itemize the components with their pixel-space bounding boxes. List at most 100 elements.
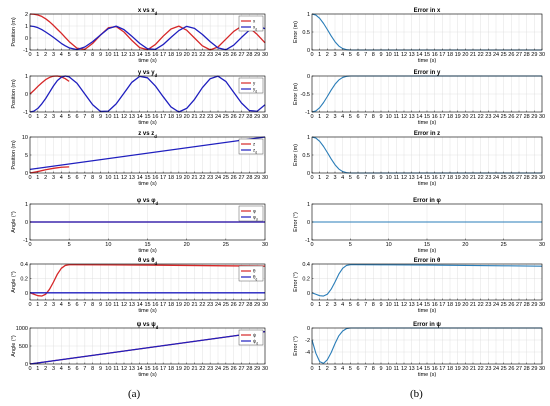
y-tick-label: -1 [305,238,310,244]
x-axis-label: time (s) [138,248,157,254]
x-tick-label: 3 [52,302,55,308]
x-tick-label: 24 [215,52,221,58]
x-tick-label: 8 [372,114,375,120]
chart-title: y vs yd [138,70,158,78]
x-tick-label: 1 [36,175,39,181]
legend-box [238,265,264,282]
x-tick-label: 25 [501,175,507,181]
x-tick-label: 20 [184,52,190,58]
x-tick-label: 27 [238,52,244,58]
x-tick-label: 20 [184,302,190,308]
x-tick-label: 24 [215,366,221,372]
x-tick-label: 14 [416,114,422,120]
y-tick-label: 10 [22,135,28,141]
x-tick-label: 13 [129,175,135,181]
x-tick-label: 15 [424,52,430,58]
x-axis-label: time (s) [418,181,437,187]
x-tick-label: 14 [416,175,422,181]
x-tick-label: 23 [207,175,213,181]
x-tick-label: 12 [401,175,407,181]
x-tick-label: 29 [254,52,260,58]
x-tick-label: 11 [113,114,119,120]
legend-box [238,329,264,346]
y-axis-label: Position (m) [11,79,17,109]
x-tick-label: 5 [349,52,352,58]
x-tick-label: 22 [199,114,205,120]
x-tick-label: 7 [83,52,86,58]
x-tick-label: 9 [379,175,382,181]
x-tick-label: 5 [68,175,71,181]
x-tick-label: 22 [199,175,205,181]
y-axis-label: Angle (°) [11,335,17,357]
x-tick-label: 25 [501,366,507,372]
x-tick-label: 30 [539,366,545,372]
chart-title: z vs zd [138,131,157,139]
x-tick-label: 18 [168,175,174,181]
x-tick-label: 16 [152,114,158,120]
y-tick-label: 0.5 [302,153,310,159]
x-tick-label: 20 [184,242,190,248]
x-tick-label: 21 [470,302,476,308]
y-tick-label: 0.4 [20,262,28,268]
x-tick-label: 17 [439,302,445,308]
x-tick-label: 8 [372,52,375,58]
x-tick-label: 7 [364,366,367,372]
x-tick-label: 9 [379,366,382,372]
x-tick-label: 11 [113,52,119,58]
x-tick-label: 27 [238,302,244,308]
x-tick-label: 27 [516,52,522,58]
x-tick-label: 21 [470,366,476,372]
x-tick-label: 23 [207,52,213,58]
x-tick-label: 8 [372,302,375,308]
x-tick-label: 17 [160,175,166,181]
y-tick-label: 0.2 [302,276,310,282]
x-tick-label: 30 [539,302,545,308]
series-line-error [311,264,543,297]
y-tick-label: 1 [25,24,28,30]
x-tick-label: 4 [341,175,344,181]
chart-title: Error in y [414,70,441,76]
x-tick-label: 16 [152,366,158,372]
x-tick-label: 8 [91,302,94,308]
x-tick-label: 8 [91,175,94,181]
legend-label: y [253,81,256,86]
chart-panel-8: 0 1 2 3 4 5 6 7 8 9 10 11 12 13 14 15 16 17 18 19 20 21 22 23 24… [293,70,545,126]
x-tick-label: 15 [424,175,430,181]
x-tick-label: 24 [493,175,499,181]
x-tick-label: 20 [184,114,190,120]
x-tick-label: 4 [60,114,63,120]
x-tick-label: 20 [462,175,468,181]
x-tick-label: 3 [52,366,55,372]
x-tick-label: 1 [318,175,321,181]
x-tick-label: 16 [432,366,438,372]
x-tick-label: 25 [501,114,507,120]
x-tick-label: 22 [199,366,205,372]
x-tick-label: 3 [333,52,336,58]
x-tick-label: 6 [75,52,78,58]
legend-box [238,15,264,32]
x-tick-label: 8 [91,114,94,120]
x-tick-label: 1 [318,302,321,308]
x-tick-label: 28 [246,114,252,120]
y-axis-label: Angle (°) [11,211,17,233]
x-tick-label: 10 [386,114,392,120]
x-tick-label: 2 [326,302,329,308]
x-tick-label: 10 [386,175,392,181]
x-tick-label: 9 [99,52,102,58]
x-tick-label: 18 [168,366,174,372]
x-tick-label: 5 [349,302,352,308]
x-tick-label: 16 [152,175,158,181]
x-tick-label: 20 [462,302,468,308]
y-axis-label: Error (°) [293,212,299,232]
x-tick-label: 15 [424,366,430,372]
series-line-error [311,327,542,364]
x-tick-label: 0 [28,242,31,248]
x-tick-label: 7 [364,114,367,120]
x-tick-label: 22 [478,175,484,181]
x-tick-label: 9 [379,114,382,120]
x-tick-label: 10 [105,175,111,181]
x-tick-label: 11 [393,52,399,58]
x-tick-label: 29 [531,366,537,372]
